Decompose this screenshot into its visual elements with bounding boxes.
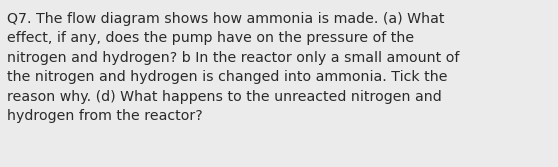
- Text: Q7. The flow diagram shows how ammonia is made. (a) What
effect, if any, does th: Q7. The flow diagram shows how ammonia i…: [7, 12, 459, 123]
